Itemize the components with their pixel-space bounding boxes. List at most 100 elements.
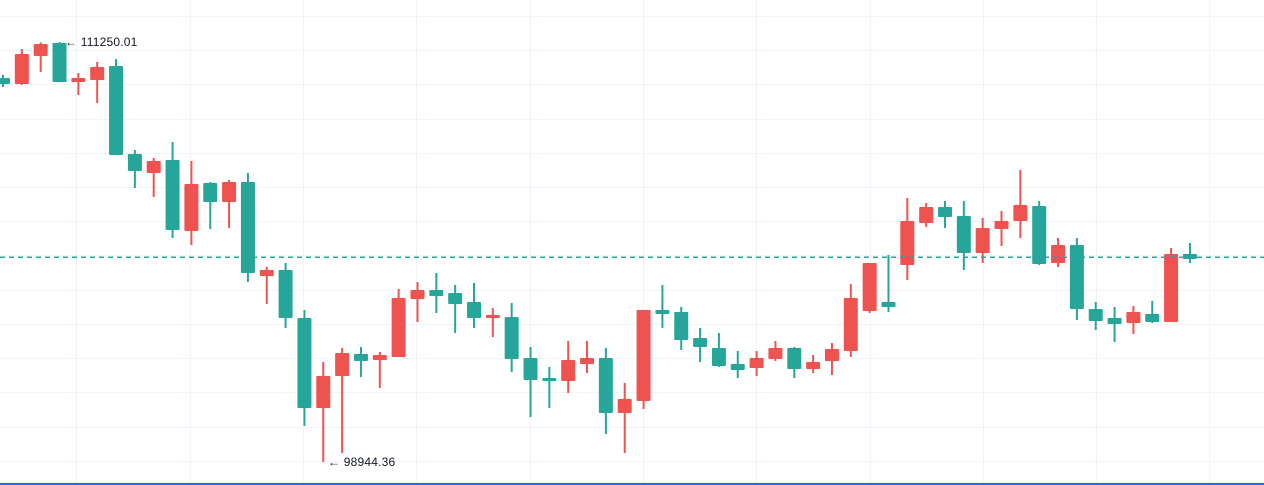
candle-body	[467, 302, 481, 318]
candle[interactable]	[184, 160, 199, 245]
candle-body	[542, 377, 557, 381]
candle-body	[900, 220, 915, 265]
candle-body	[806, 362, 821, 370]
candle[interactable]	[467, 283, 481, 328]
candle[interactable]	[278, 263, 293, 328]
candle[interactable]	[146, 157, 161, 197]
candle[interactable]	[391, 289, 406, 357]
candle-wick	[209, 182, 212, 230]
candle-body	[956, 216, 971, 254]
candle-body	[561, 360, 576, 381]
candle[interactable]	[730, 350, 745, 378]
candle[interactable]	[711, 333, 726, 367]
candle[interactable]	[1088, 302, 1103, 330]
candle[interactable]	[655, 284, 670, 328]
candle-body	[429, 290, 444, 297]
candle[interactable]	[222, 180, 237, 228]
candle-body	[843, 297, 858, 351]
candle[interactable]	[353, 346, 368, 377]
candle[interactable]	[523, 346, 538, 417]
candle[interactable]	[33, 42, 48, 73]
candle[interactable]	[1126, 306, 1141, 334]
candle[interactable]	[1051, 237, 1066, 267]
candle[interactable]	[259, 266, 274, 304]
candle[interactable]	[956, 200, 971, 270]
candle-body	[824, 349, 839, 361]
candle[interactable]	[598, 347, 613, 434]
candle[interactable]	[843, 283, 858, 357]
candle[interactable]	[561, 340, 576, 394]
candle[interactable]	[749, 350, 764, 377]
candle-body	[297, 317, 312, 408]
candle[interactable]	[203, 182, 218, 230]
candle-body	[203, 183, 218, 203]
candle[interactable]	[485, 307, 500, 337]
candle[interactable]	[975, 217, 990, 264]
candle[interactable]	[617, 383, 632, 454]
candle[interactable]	[335, 347, 350, 454]
candle[interactable]	[1164, 247, 1179, 323]
candle[interactable]	[994, 210, 1009, 247]
candle[interactable]	[52, 41, 67, 83]
candle-body	[730, 363, 745, 370]
candle[interactable]	[806, 354, 821, 374]
candle-wick	[77, 73, 80, 95]
candle[interactable]	[297, 310, 312, 427]
candle[interactable]	[787, 346, 802, 378]
candle[interactable]	[1145, 300, 1160, 324]
candle-body	[353, 353, 368, 361]
candle-wick	[529, 346, 532, 417]
candle[interactable]	[919, 203, 934, 227]
candle-body	[410, 290, 425, 300]
candle[interactable]	[674, 306, 689, 350]
candle-body	[1032, 206, 1047, 264]
candle[interactable]	[71, 73, 86, 95]
candle-body	[165, 160, 180, 230]
candle-body	[919, 206, 934, 224]
candle[interactable]	[900, 197, 915, 280]
candle[interactable]	[1069, 237, 1084, 320]
candle-body	[655, 310, 670, 314]
price-annotation-high: ← 111250.01	[65, 35, 137, 49]
candle[interactable]	[580, 340, 595, 374]
candle[interactable]	[410, 282, 425, 323]
candle[interactable]	[165, 142, 180, 238]
candle[interactable]	[693, 327, 708, 363]
candle-wick	[1151, 300, 1154, 324]
candle-body	[1126, 312, 1141, 324]
candle[interactable]	[636, 310, 651, 410]
candle[interactable]	[316, 362, 331, 462]
candle-body	[259, 270, 274, 277]
candle[interactable]	[127, 150, 142, 188]
candle-body	[485, 314, 500, 318]
candle-wick	[341, 347, 344, 454]
candle[interactable]	[429, 273, 444, 314]
candle[interactable]	[372, 352, 387, 388]
candle[interactable]	[938, 200, 952, 228]
candle[interactable]	[542, 366, 557, 408]
candle[interactable]	[448, 284, 463, 334]
candle-body	[862, 263, 877, 311]
candle[interactable]	[824, 343, 839, 375]
candle-body	[580, 357, 595, 364]
candle[interactable]	[881, 254, 896, 313]
candle[interactable]	[0, 74, 10, 87]
candle-wick	[96, 62, 99, 104]
candle-body	[14, 53, 29, 84]
candle-wick	[887, 254, 890, 313]
candle-body	[1051, 244, 1066, 264]
candle[interactable]	[14, 49, 29, 85]
candle[interactable]	[768, 340, 783, 361]
candle[interactable]	[1032, 200, 1047, 265]
candle[interactable]	[504, 303, 519, 373]
candle[interactable]	[862, 263, 877, 314]
candle[interactable]	[109, 59, 124, 155]
candle[interactable]	[1107, 306, 1122, 343]
candle[interactable]	[1182, 243, 1197, 264]
candle-wick	[548, 366, 551, 408]
candle[interactable]	[90, 62, 105, 104]
candle[interactable]	[240, 173, 255, 283]
candle[interactable]	[1013, 170, 1028, 238]
